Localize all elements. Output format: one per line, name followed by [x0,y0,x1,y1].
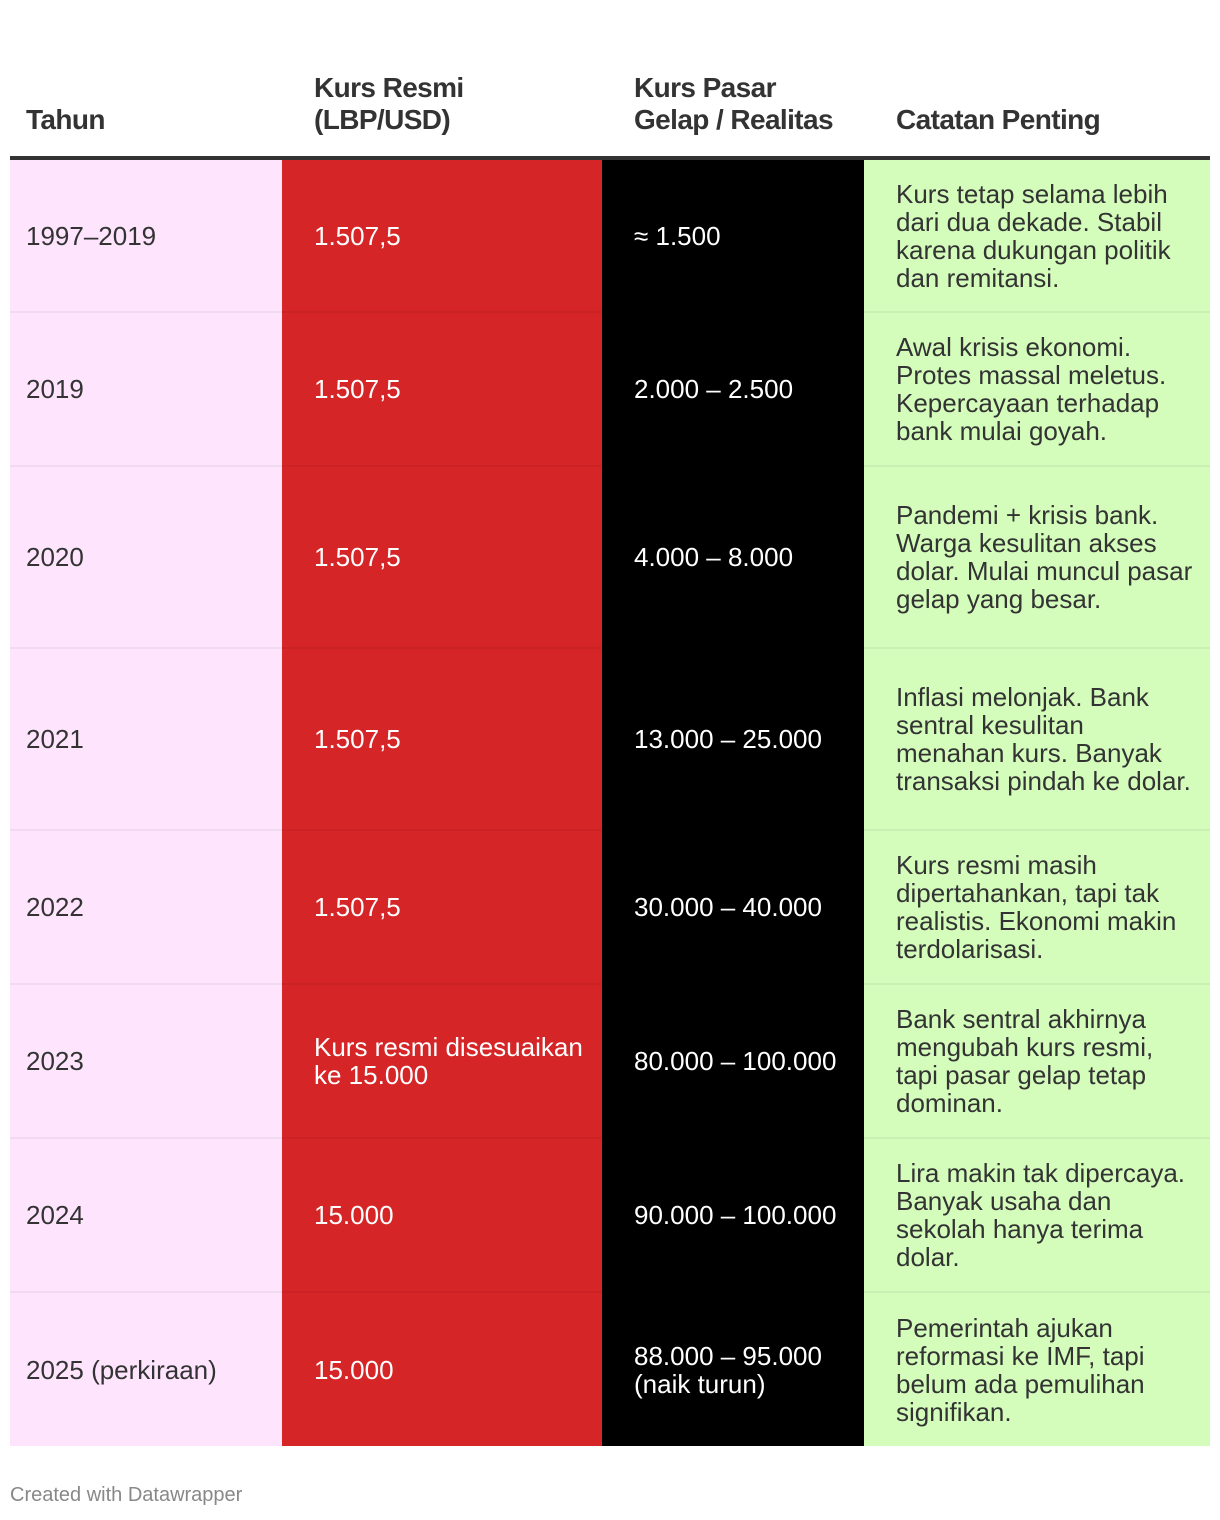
cell-official-rate: 1.507,5 [282,648,602,831]
header-official-rate[interactable]: Kurs Resmi (LBP/USD) [282,0,602,160]
cell-market-rate: 4.000 – 8.000 [602,466,864,649]
header-year[interactable]: Tahun [10,0,282,160]
cell-market-rate: 80.000 – 100.000 [602,984,864,1139]
cell-official-rate: 15.000 [282,1292,602,1446]
header-row: Tahun Kurs Resmi (LBP/USD) Kurs Pasar Ge… [10,0,1210,160]
table-row: 2024 15.000 90.000 – 100.000 Lira makin tak… [10,1138,1210,1293]
cell-notes: Inflasi melonjak. Bank sentral kesulitan… [864,648,1210,831]
cell-market-rate: 13.000 – 25.000 [602,648,864,831]
exchange-rate-table: Tahun Kurs Resmi (LBP/USD) Kurs Pasar Ge… [10,0,1210,1446]
cell-year: 2023 [10,984,282,1139]
cell-notes: Awal krisis ekonomi. Protes massal melet… [864,312,1210,467]
cell-official-rate: Kurs resmi disesuaikan ke 15.000 [282,984,602,1139]
data-table: Tahun Kurs Resmi (LBP/USD) Kurs Pasar Ge… [10,0,1210,1446]
table-row: 2023 Kurs resmi disesuaikan ke 15.000 80.0… [10,984,1210,1139]
cell-notes: Pemerintah ajukan reformasi ke IMF, tapi… [864,1292,1210,1446]
table-body: 1997–2019 1.507,5 ≈ 1.500 Kurs tetap selama… [10,158,1210,1446]
cell-market-rate: 2.000 – 2.500 [602,312,864,467]
header-notes[interactable]: Catatan Penting [864,0,1210,160]
cell-notes: Kurs tetap selama lebih dari dua dekade.… [864,158,1210,313]
datawrapper-credit[interactable]: Created with Datawrapper [10,1484,243,1506]
cell-year: 2020 [10,466,282,649]
cell-official-rate: 1.507,5 [282,158,602,313]
cell-notes: Lira makin tak dipercaya. Banyak usaha d… [864,1138,1210,1293]
table-row: 2021 1.507,5 13.000 – 25.000 Inflasi melonj… [10,648,1210,831]
table-row: 2025 (perkiraan) 15.000 88.000 – 95.000 (n… [10,1292,1210,1446]
cell-year: 2019 [10,312,282,467]
cell-year: 2025 (perkiraan) [10,1292,282,1446]
cell-official-rate: 1.507,5 [282,466,602,649]
cell-year: 2021 [10,648,282,831]
cell-market-rate: 88.000 – 95.000 (naik turun) [602,1292,864,1446]
cell-notes: Pandemi + krisis bank. Warga kesulitan a… [864,466,1210,649]
cell-year: 2024 [10,1138,282,1293]
cell-official-rate: 15.000 [282,1138,602,1293]
cell-notes: Bank sentral akhirnya mengubah kurs resm… [864,984,1210,1139]
table-row: 2019 1.507,5 2.000 – 2.500 Awal krisis ekon… [10,312,1210,467]
table-row: 2020 1.507,5 4.000 – 8.000 Pandemi + krisis… [10,466,1210,649]
table-row: 2022 1.507,5 30.000 – 40.000 Kurs resmi mas… [10,830,1210,985]
cell-market-rate: ≈ 1.500 [602,158,864,313]
cell-notes: Kurs resmi masih dipertahankan, tapi tak… [864,830,1210,985]
cell-market-rate: 90.000 – 100.000 [602,1138,864,1293]
cell-year: 1997–2019 [10,158,282,313]
table-row: 1997–2019 1.507,5 ≈ 1.500 Kurs tetap selama… [10,158,1210,313]
cell-official-rate: 1.507,5 [282,830,602,985]
header-market-rate[interactable]: Kurs Pasar Gelap / Realitas [602,0,864,160]
cell-market-rate: 30.000 – 40.000 [602,830,864,985]
cell-official-rate: 1.507,5 [282,312,602,467]
cell-year: 2022 [10,830,282,985]
